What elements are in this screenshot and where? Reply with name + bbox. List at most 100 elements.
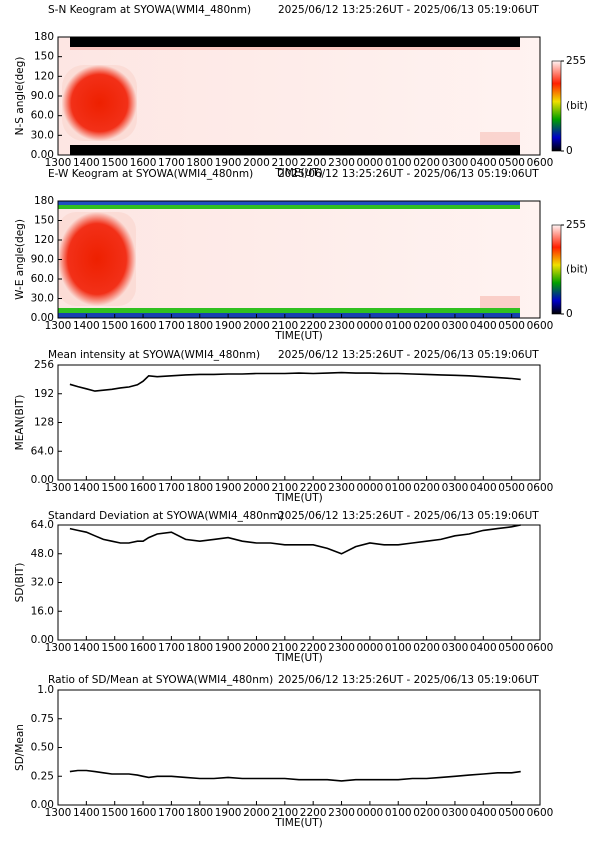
- x-tick-label: 1800: [186, 320, 213, 332]
- panel-subtitle: 2025/06/12 13:25:26UT - 2025/06/13 05:19…: [278, 168, 539, 180]
- colorbar-tick-label: 0: [566, 308, 573, 320]
- x-tick-label: 1800: [186, 157, 213, 169]
- x-tick-label: 1500: [101, 482, 128, 494]
- data-line: [69, 769, 521, 782]
- x-tick-label: 0500: [498, 807, 525, 819]
- y-tick-label: 0.00: [31, 634, 54, 646]
- x-axis-label: TIME(UT): [274, 817, 323, 829]
- x-tick-label: 0200: [413, 320, 440, 332]
- x-tick-label: 0100: [385, 157, 412, 169]
- y-tick-label: 90.0: [31, 254, 54, 266]
- x-tick-label: 0300: [442, 482, 469, 494]
- colorbar-tick-label: 255: [566, 55, 586, 67]
- x-tick-label: 1800: [186, 642, 213, 654]
- x-tick-label: 0000: [357, 157, 384, 169]
- x-tick-label: 1300: [45, 157, 72, 169]
- x-tick-label: 1500: [101, 642, 128, 654]
- x-tick-label: 1500: [101, 807, 128, 819]
- y-tick-label: 256: [34, 359, 54, 371]
- colorbar-label: (bit): [566, 100, 588, 112]
- x-tick-label: 2200: [300, 482, 327, 494]
- x-tick-label: 1300: [45, 482, 72, 494]
- y-tick-label: 150: [34, 215, 54, 227]
- x-tick-label: 0000: [357, 320, 384, 332]
- x-tick-label: 0500: [498, 642, 525, 654]
- plot-frame: [57, 689, 541, 806]
- x-tick-label: 2000: [243, 807, 270, 819]
- y-tick-label: 0.00: [31, 149, 54, 161]
- x-tick-label: 0400: [470, 807, 497, 819]
- x-tick-label: 1400: [73, 157, 100, 169]
- x-tick-label: 2300: [328, 807, 355, 819]
- x-tick-label: 1300: [45, 807, 72, 819]
- x-tick-label: 2200: [300, 157, 327, 169]
- x-tick-label: 2000: [243, 642, 270, 654]
- x-tick-label: 1300: [45, 642, 72, 654]
- x-tick-label: 0200: [413, 807, 440, 819]
- colorbar-tick-label: 0: [566, 145, 573, 157]
- y-tick-label: 1.0: [37, 684, 54, 696]
- x-tick-label: 0600: [527, 807, 554, 819]
- y-axis-label: MEAN(BIT): [14, 395, 26, 451]
- y-tick-label: 90.0: [31, 90, 54, 102]
- y-tick-label: 128: [34, 417, 54, 429]
- x-axis-label: TIME(UT): [274, 652, 323, 664]
- x-tick-label: 0200: [413, 157, 440, 169]
- x-tick-label: 2000: [243, 482, 270, 494]
- colorbar: [551, 60, 562, 152]
- x-tick-label: 1600: [130, 807, 157, 819]
- x-tick-label: 2100: [271, 157, 298, 169]
- data-line: [69, 371, 521, 392]
- y-axis-label: N-S angle(deg): [14, 57, 26, 136]
- x-tick-label: 1400: [73, 642, 100, 654]
- y-tick-label: 30.0: [31, 293, 54, 305]
- x-tick-label: 2100: [271, 320, 298, 332]
- y-axis-label: SD/Mean: [14, 724, 26, 771]
- x-tick-label: 1900: [215, 807, 242, 819]
- x-tick-label: 1300: [45, 320, 72, 332]
- x-tick-label: 2200: [300, 642, 327, 654]
- x-tick-label: 2000: [243, 157, 270, 169]
- y-tick-label: 0.00: [31, 474, 54, 486]
- y-axis-label: SD(BIT): [14, 563, 26, 603]
- x-tick-label: 0000: [357, 642, 384, 654]
- data-line: [69, 524, 521, 555]
- x-tick-label: 1900: [215, 482, 242, 494]
- colorbar-label: (bit): [566, 264, 588, 276]
- y-tick-label: 0.25: [31, 770, 54, 782]
- x-tick-label: 1700: [158, 482, 185, 494]
- y-axis-label: W-E angle(deg): [14, 219, 26, 300]
- x-tick-label: 1800: [186, 482, 213, 494]
- x-tick-label: 1700: [158, 642, 185, 654]
- y-tick-label: 48.0: [31, 548, 54, 560]
- x-tick-label: 1700: [158, 807, 185, 819]
- x-tick-label: 1600: [130, 642, 157, 654]
- x-tick-label: 1600: [130, 482, 157, 494]
- x-tick-label: 0100: [385, 642, 412, 654]
- y-tick-label: 60.0: [31, 273, 54, 285]
- y-tick-label: 64.0: [31, 519, 54, 531]
- x-tick-label: 1900: [215, 642, 242, 654]
- x-tick-label: 0600: [527, 642, 554, 654]
- x-tick-label: 0300: [442, 320, 469, 332]
- colorbar: [551, 224, 562, 315]
- x-tick-label: 1400: [73, 320, 100, 332]
- x-tick-label: 0500: [498, 157, 525, 169]
- x-tick-label: 0300: [442, 807, 469, 819]
- x-tick-label: 1600: [130, 320, 157, 332]
- x-tick-label: 2300: [328, 642, 355, 654]
- x-tick-label: 1400: [73, 482, 100, 494]
- y-tick-label: 0.00: [31, 312, 54, 324]
- x-tick-label: 1500: [101, 320, 128, 332]
- y-tick-label: 0.00: [31, 799, 54, 811]
- y-tick-label: 64.0: [31, 445, 54, 457]
- panel-title: Mean intensity at SYOWA(WMI4_480nm): [48, 349, 260, 361]
- x-tick-label: 0000: [357, 807, 384, 819]
- y-tick-label: 32.0: [31, 577, 54, 589]
- x-tick-label: 0400: [470, 320, 497, 332]
- x-tick-label: 0600: [527, 320, 554, 332]
- x-tick-label: 2100: [271, 807, 298, 819]
- x-tick-label: 1700: [158, 157, 185, 169]
